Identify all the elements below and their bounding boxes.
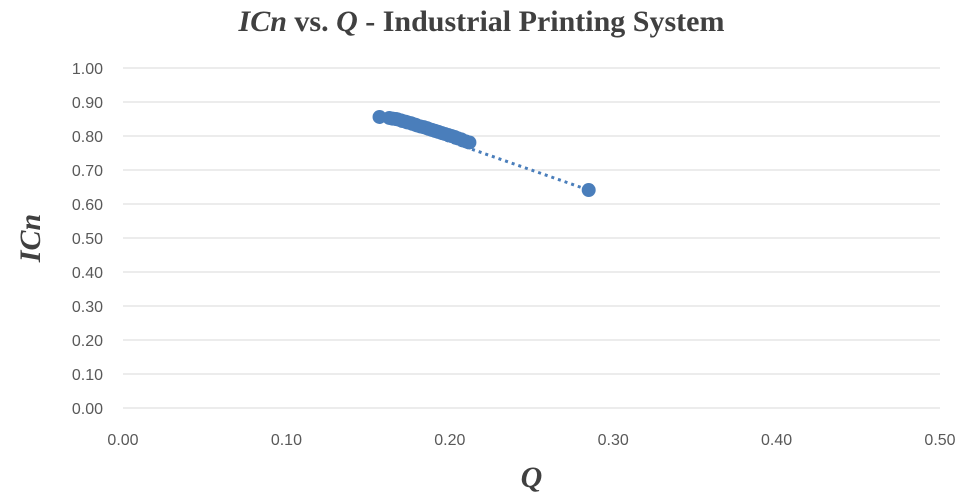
y-tick-label: 0.50 (72, 231, 103, 248)
x-tick-label: 0.20 (434, 432, 465, 449)
y-tick-label: 0.70 (72, 163, 103, 180)
data-point (462, 135, 477, 150)
x-tick-label: 0.10 (271, 432, 302, 449)
x-tick-label: 0.50 (924, 432, 955, 449)
title-y-symbol: Q (336, 5, 358, 38)
data-points (372, 109, 596, 198)
x-tick-labels: 0.00 0.10 0.20 0.30 0.40 0.50 (107, 432, 955, 449)
chart-title: ICn vs. Q - Industrial Printing System (0, 4, 963, 40)
x-tick-label: 0.30 (598, 432, 629, 449)
y-tick-label: 0.20 (72, 333, 103, 350)
x-tick-label: 0.40 (761, 432, 792, 449)
y-tick-label: 0.40 (72, 265, 103, 282)
title-suffix: - Industrial Printing System (357, 5, 725, 38)
y-tick-label: 0.00 (72, 401, 103, 418)
x-axis-title: Q (521, 461, 543, 494)
y-tick-label: 0.80 (72, 129, 103, 146)
data-point (581, 183, 596, 198)
y-tick-label: 0.10 (72, 367, 103, 384)
y-axis-title: ICn (14, 214, 47, 263)
title-vs: vs. (286, 5, 337, 38)
y-tick-label: 1.00 (72, 61, 103, 78)
title-x-symbol: ICn (238, 5, 287, 38)
x-tick-label: 0.00 (107, 432, 138, 449)
y-tick-labels: 0.00 0.10 0.20 0.30 0.40 0.50 0.60 0.70 0.80 0.90… (72, 61, 103, 418)
y-tick-label: 0.30 (72, 299, 103, 316)
y-tick-label: 0.90 (72, 95, 103, 112)
y-tick-label: 0.60 (72, 197, 103, 214)
gridlines (123, 67, 940, 375)
